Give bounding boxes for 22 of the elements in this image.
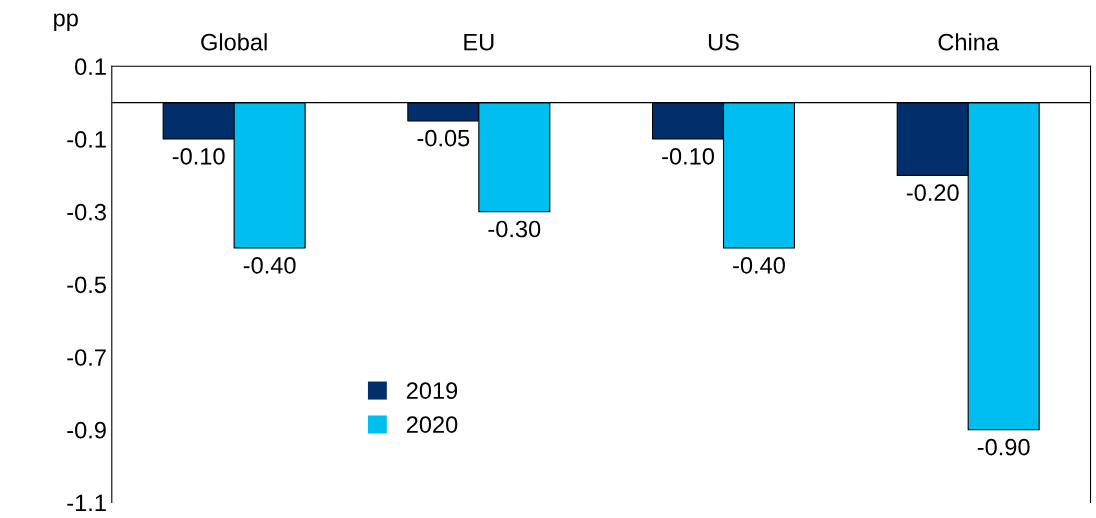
y-tick-label: -1.1	[67, 494, 106, 512]
y-axis-title: pp	[54, 13, 78, 32]
x-tick-label: Global	[201, 33, 267, 51]
x-tick-label: US	[708, 33, 739, 51]
legend-label: 2019	[406, 382, 458, 399]
y-tick-label: -0.3	[67, 203, 106, 221]
legend-label: 2020	[406, 416, 458, 433]
x-tick-label: China	[938, 33, 1000, 51]
data-label: -0.40	[243, 256, 296, 274]
data-label: -0.40	[733, 256, 785, 274]
data-label: -0.20	[906, 184, 959, 202]
data-label: -0.30	[488, 220, 541, 238]
y-tick-label: -0.7	[67, 349, 106, 366]
data-label: -0.90	[977, 438, 1030, 456]
data-label: -0.10	[662, 147, 715, 165]
data-label: -0.10	[172, 147, 225, 165]
y-tick-label: 0.1	[75, 58, 106, 76]
data-label: -0.05	[417, 129, 470, 147]
y-tick-label: -0.1	[67, 131, 106, 148]
y-tick-label: -0.5	[67, 276, 106, 294]
y-tick-label: -0.9	[67, 421, 106, 439]
x-tick-label: EU	[464, 34, 494, 51]
